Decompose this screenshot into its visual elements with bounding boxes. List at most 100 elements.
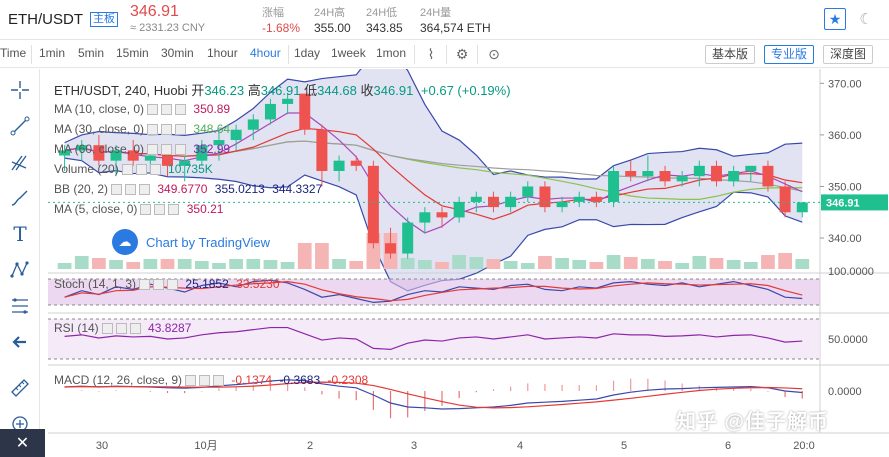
interval-15min[interactable]: 15min (116, 46, 149, 60)
candle-body (728, 171, 740, 182)
chart-area[interactable]: 346.91 370.00 360.00 350.00 340.00 100.0000 50… (48, 69, 889, 457)
candle-body (796, 202, 808, 213)
remove-icon[interactable] (175, 104, 187, 116)
settings-icon[interactable] (115, 323, 127, 335)
last-price-label: 346.91 (826, 197, 860, 209)
legend-close: 346.91 (373, 83, 414, 98)
pitchfork-icon[interactable] (6, 149, 34, 175)
legend-stoch-k: 25.1852 (185, 277, 229, 291)
interval-1min[interactable]: 1min (39, 46, 66, 60)
interval-1mon[interactable]: 1mon (376, 46, 407, 60)
settings-icon[interactable] (135, 164, 147, 176)
legend-ma60: MA (60, close, 0) 352.99 (54, 142, 230, 156)
brush-icon[interactable] (6, 185, 34, 211)
eye-icon[interactable] (140, 204, 152, 216)
eye-icon[interactable] (147, 124, 159, 136)
interval-4hour[interactable]: 4hour (250, 46, 281, 60)
volume-bar (555, 258, 569, 269)
legend-bb-label: BB (20, 2) (54, 182, 109, 196)
close-icon[interactable]: ✕ (0, 429, 45, 457)
eye-icon[interactable] (147, 104, 159, 116)
volume-bar (109, 260, 123, 269)
legend-rsi: RSI (14) 43.8287 (54, 321, 191, 335)
ruler-icon[interactable] (6, 375, 34, 401)
interval-30min[interactable]: 30min (161, 46, 194, 60)
interval-1week[interactable]: 1week (331, 46, 366, 60)
settings-icon[interactable] (154, 204, 166, 216)
settings-icon[interactable] (161, 124, 173, 136)
volume-bar (349, 261, 364, 269)
settings-icon[interactable] (161, 104, 173, 116)
interval-5min[interactable]: 5min (78, 46, 105, 60)
remove-icon[interactable] (149, 164, 161, 176)
time-tick-label: 6 (725, 440, 731, 452)
bollinger-upper-line (64, 69, 803, 180)
interval-1hour[interactable]: 1hour (207, 46, 238, 60)
text-tool-icon[interactable]: T (13, 222, 27, 246)
pair-symbol[interactable]: ETH/USDT (8, 11, 83, 28)
stoch-tick-label: 100.0000 (828, 266, 874, 278)
eye-icon[interactable] (139, 279, 151, 291)
legend-ma5-value: 350.21 (186, 202, 224, 216)
favorite-star-icon[interactable]: ★ (824, 8, 846, 30)
trend-line-icon[interactable] (6, 113, 34, 139)
remove-icon[interactable] (167, 279, 179, 291)
candle-body (350, 160, 362, 166)
fib-retracement-icon[interactable] (6, 293, 34, 319)
interval-1day[interactable]: 1day (294, 46, 321, 60)
stat-label-low: 24H低 (366, 7, 398, 19)
remove-icon[interactable] (213, 375, 225, 387)
remove-icon[interactable] (139, 184, 151, 196)
tradingview-badge[interactable]: ☁ Chart by TradingView (106, 225, 296, 259)
settings-icon[interactable] (153, 279, 165, 291)
pattern-icon[interactable] (6, 257, 34, 283)
legend-ma60-value: 352.99 (193, 142, 231, 156)
candle-body (453, 201, 465, 218)
view-basic-button[interactable]: 基本版 (705, 45, 756, 64)
candle-body (316, 129, 328, 171)
volume-bar (452, 255, 467, 269)
screenshot-camera-icon[interactable]: ⊙ (488, 45, 500, 62)
volume-bar (623, 257, 638, 269)
settings-gear-icon[interactable]: ⚙ (455, 45, 469, 62)
volume-bar (92, 258, 106, 269)
last-price: 346.91 (130, 3, 179, 20)
view-depth-button[interactable]: 深度图 (823, 45, 874, 64)
watermark: 知乎 @佳子解币 (676, 411, 830, 433)
chart-type-icon[interactable]: ⌇ (427, 45, 435, 62)
volume-bar (726, 260, 741, 269)
view-pro-button[interactable]: 专业版 (764, 45, 815, 64)
volume-bar (469, 257, 484, 269)
candle-body (333, 160, 345, 171)
remove-icon[interactable] (175, 144, 187, 156)
stat-value-high: 355.00 (314, 21, 351, 35)
candle-body (590, 196, 602, 202)
night-mode-moon-icon[interactable]: ☾ (859, 11, 873, 28)
remove-icon[interactable] (129, 323, 141, 335)
price-tick-label: 350.00 (828, 181, 862, 193)
eye-icon[interactable] (147, 144, 159, 156)
candle-body (693, 165, 705, 177)
time-tick-label: 10月 (194, 440, 217, 452)
remove-icon[interactable] (168, 204, 180, 216)
candle-body (59, 150, 71, 156)
eye-icon[interactable] (121, 164, 133, 176)
candle-body (659, 171, 671, 182)
legend-volume-label: Volume (20) (54, 162, 119, 176)
volume-bar (606, 255, 621, 269)
eye-icon[interactable] (185, 375, 197, 387)
settings-icon[interactable] (199, 375, 211, 387)
volume-bar (795, 259, 810, 269)
legend-ma30-value: 348.64 (193, 122, 231, 136)
settings-icon[interactable] (125, 184, 137, 196)
eye-icon[interactable] (111, 184, 123, 196)
settings-icon[interactable] (161, 144, 173, 156)
eye-icon[interactable] (101, 323, 113, 335)
interval-time[interactable]: Time (0, 46, 27, 60)
collapse-arrow-icon[interactable] (6, 329, 34, 355)
price-chart[interactable]: 346.91370.00360.00350.00340.00100.000050… (48, 69, 889, 457)
candle-body (127, 150, 139, 161)
volume-bar (486, 259, 501, 269)
crosshair-icon[interactable] (6, 77, 34, 103)
remove-icon[interactable] (175, 124, 187, 136)
